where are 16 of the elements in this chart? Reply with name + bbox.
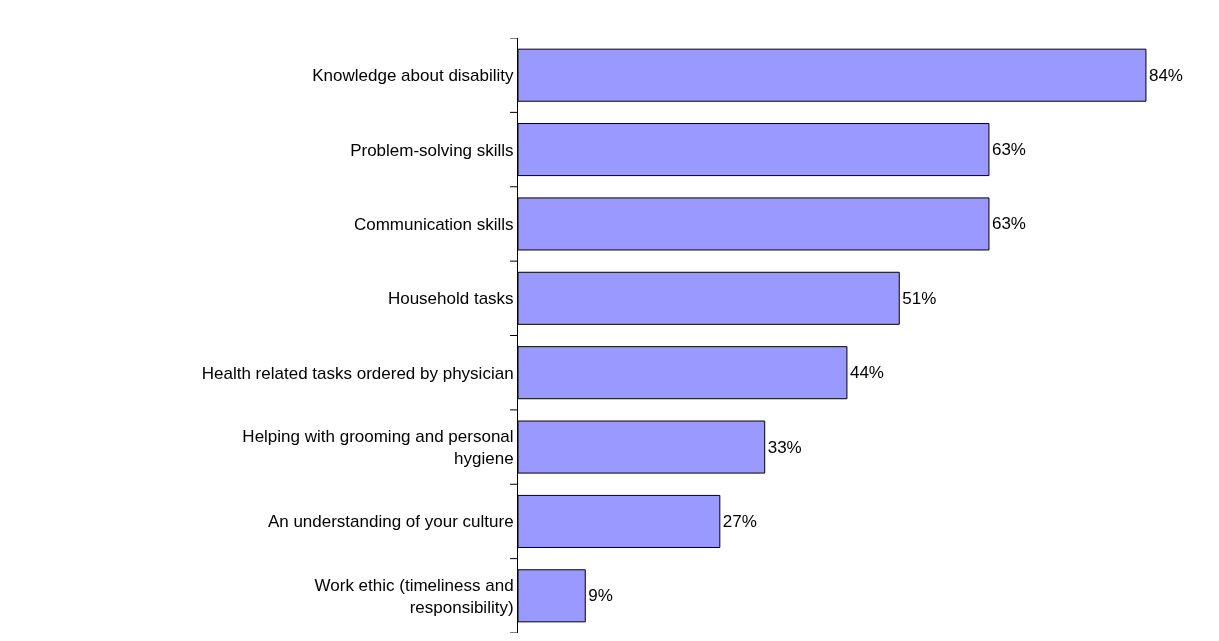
y-tick-label: Household tasks [387,289,514,309]
data-label: 63% [991,214,1026,234]
data-label: 27% [722,511,757,531]
data-label: 44% [849,363,884,383]
y-tick-label: Health related tasks ordered by physician [201,363,514,383]
data-label: 84% [1148,65,1183,85]
data-label: 9% [588,586,613,606]
y-tick-label: Knowledge about disability [312,66,515,86]
y-tick-label: Work ethic (timeliness and responsibility) [314,575,514,617]
y-tick-label: An understanding of your culture [267,512,514,532]
data-label: 33% [767,437,802,457]
y-tick-label: Problem-solving skills [350,140,514,160]
y-tick-label: Helping with grooming and personal hygiene [242,426,514,469]
data-label: 51% [902,288,937,308]
data-label: 63% [991,140,1026,160]
y-tick-label: Communication skills [353,214,514,234]
